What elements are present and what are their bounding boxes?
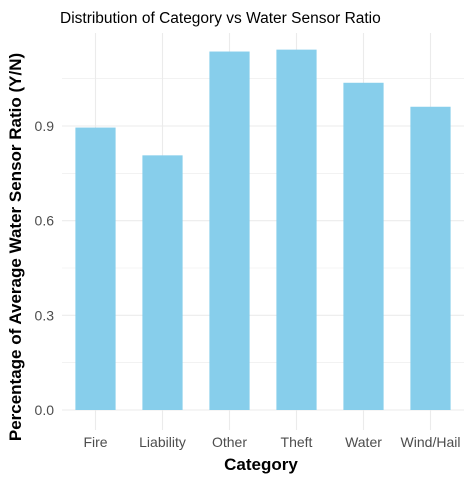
bar-liability bbox=[142, 155, 183, 410]
x-axis-ticks: Fire Liability Other Theft Water Wind/Hail bbox=[83, 434, 460, 450]
x-tick-label: Liability bbox=[139, 434, 186, 450]
x-tick-label: Theft bbox=[281, 434, 313, 450]
bar-fire bbox=[75, 127, 116, 411]
x-tick-label: Wind/Hail bbox=[401, 434, 461, 450]
y-axis-ticks: 0.0 0.3 0.6 0.9 bbox=[35, 118, 55, 418]
y-tick-label: 0.6 bbox=[35, 213, 55, 229]
x-tick-label: Water bbox=[345, 434, 382, 450]
chart-title: Distribution of Category vs Water Sensor… bbox=[60, 10, 381, 27]
x-axis-title: Category bbox=[224, 455, 298, 474]
y-axis-title: Percentage of Average Water Sensor Ratio… bbox=[6, 53, 25, 441]
grid bbox=[62, 33, 464, 430]
x-tick-label: Fire bbox=[83, 434, 107, 450]
bars bbox=[75, 49, 451, 411]
y-tick-label: 0.0 bbox=[35, 402, 55, 418]
bar-theft bbox=[276, 49, 317, 410]
y-tick-label: 0.3 bbox=[35, 307, 55, 323]
x-tick-label: Other bbox=[212, 434, 247, 450]
bar-wind-hail bbox=[410, 106, 451, 411]
bar-water bbox=[343, 82, 384, 410]
bar-other bbox=[209, 51, 250, 410]
y-tick-label: 0.9 bbox=[35, 118, 55, 134]
